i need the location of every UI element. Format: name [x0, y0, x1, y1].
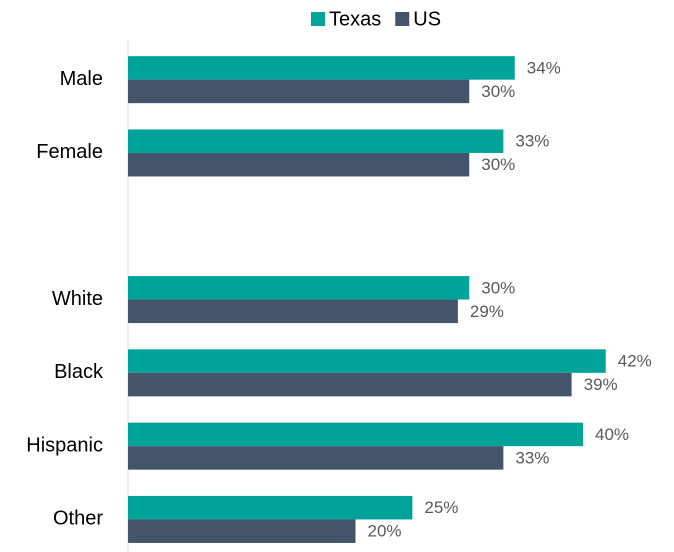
value-label: 33% — [515, 448, 549, 467]
category-label: White — [52, 288, 103, 310]
value-label: 20% — [368, 522, 402, 541]
bar — [128, 495, 413, 520]
bar — [128, 446, 504, 470]
bar — [128, 129, 504, 153]
value-label: 34% — [527, 58, 561, 77]
bar — [128, 422, 583, 447]
category-label: Hispanic — [26, 434, 103, 456]
value-label: 30% — [481, 155, 515, 174]
value-label: 33% — [515, 132, 549, 151]
category-label: Male — [60, 68, 103, 90]
category-label: Female — [36, 141, 103, 163]
value-label: 29% — [470, 302, 504, 321]
value-label: 30% — [481, 82, 515, 101]
bar — [128, 299, 458, 324]
value-label: 30% — [481, 278, 515, 297]
bar — [128, 372, 572, 397]
bar — [128, 519, 356, 543]
legend-label: US — [413, 8, 441, 30]
category-label: Other — [53, 508, 103, 530]
value-label: 42% — [618, 352, 652, 371]
legend-swatch — [311, 12, 325, 26]
bar — [128, 349, 606, 373]
bar — [128, 56, 515, 80]
legend-label: Texas — [329, 8, 381, 30]
value-label: 40% — [595, 425, 629, 444]
category-label: Black — [54, 361, 104, 383]
bar — [128, 79, 470, 104]
legend-swatch — [395, 12, 410, 26]
bar — [128, 152, 470, 177]
value-label: 39% — [584, 375, 618, 394]
value-label: 25% — [424, 498, 458, 517]
bar — [128, 276, 470, 300]
